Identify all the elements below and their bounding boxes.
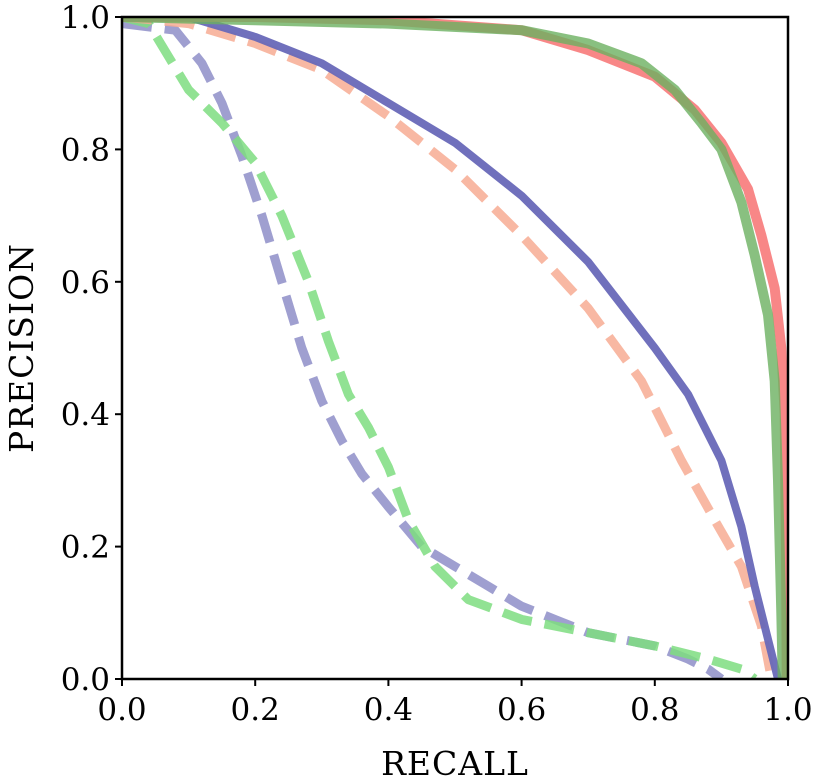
series-line-2 <box>122 17 758 679</box>
x-tick-label: 1.0 <box>763 692 812 728</box>
x-axis: 0.0 0.2 0.4 0.6 0.8 1.0 <box>97 679 813 728</box>
plot-frame <box>120 15 790 681</box>
y-axis-label: PRECISION <box>2 243 41 453</box>
y-tick-label: 0.4 <box>61 397 110 433</box>
x-tick-label: 0.2 <box>231 692 280 728</box>
y-tick-label: 0.0 <box>61 662 110 698</box>
series-line-4 <box>122 17 782 679</box>
x-tick-label: 0.8 <box>630 692 679 728</box>
series-line-6 <box>122 17 788 679</box>
y-tick-label: 0.2 <box>61 530 110 566</box>
x-tick-label: 0.0 <box>97 692 146 728</box>
y-tick-label: 0.6 <box>61 265 110 301</box>
x-tick-label: 0.4 <box>364 692 413 728</box>
x-tick-label: 0.6 <box>497 692 546 728</box>
y-axis: 0.0 0.2 0.4 0.6 0.8 1.0 <box>61 0 122 698</box>
series-layer <box>122 17 788 679</box>
x-axis-label: RECALL <box>381 744 529 783</box>
y-tick-label: 1.0 <box>61 0 110 36</box>
y-tick-label: 0.8 <box>61 132 110 168</box>
series-line-3 <box>122 17 776 679</box>
